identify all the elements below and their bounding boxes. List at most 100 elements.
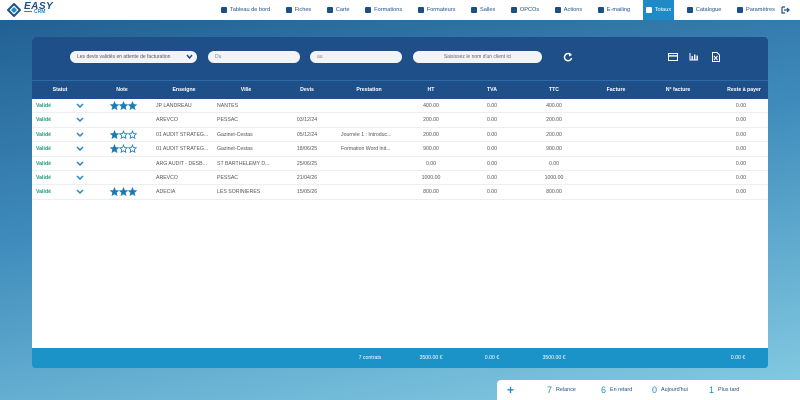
row-toggle[interactable] <box>76 117 84 123</box>
nav-item[interactable]: E-mailing <box>595 0 633 20</box>
nav-item[interactable]: Tableau de bord <box>218 0 273 20</box>
date-to-input[interactable]: au <box>310 51 402 63</box>
cell-enseigne: ADECIA <box>156 189 176 196</box>
card-icon[interactable] <box>668 53 678 61</box>
reminder-label: Aujourd'hui <box>661 387 688 393</box>
cell-tva: 0.00 <box>486 189 498 196</box>
cell-tva: 0.00 <box>486 146 498 153</box>
cell-ttc: 800.00 <box>546 189 562 196</box>
cell-devis: 03/12/24 <box>296 117 318 124</box>
date-from-input[interactable]: Du <box>208 51 300 63</box>
row-toggle[interactable] <box>76 189 84 195</box>
client-search-input[interactable]: Saisissez le nom d'un client ici <box>413 51 542 63</box>
cell-ville: NANTES <box>217 103 239 109</box>
table-row[interactable]: Validé AREVCO PESSAC 03/12/24 200.00 0.00 200.… <box>32 113 768 128</box>
cell-devis: 18/06/25 <box>296 146 318 153</box>
table-row[interactable]: Validé 01 AUDIT STRATEG... Gazinet-Cestas 0… <box>32 128 768 143</box>
row-toggle[interactable] <box>76 103 84 109</box>
logout-icon[interactable] <box>781 6 790 14</box>
cell-devis: 25/06/25 <box>296 160 318 167</box>
chevron <box>76 146 84 152</box>
cell-devis: 05/12/24 <box>296 131 318 138</box>
row-toggle[interactable] <box>76 175 84 181</box>
star-empty <box>127 129 138 139</box>
refresh-icon[interactable] <box>563 52 573 62</box>
cell-enseigne: AREVCO <box>156 117 178 124</box>
cell-reste: 0.00 <box>735 117 746 124</box>
star-filled <box>110 129 120 139</box>
column-header: TVA <box>487 87 497 93</box>
cell-statut: Validé <box>36 146 51 153</box>
nav-item[interactable]: Carte <box>324 0 353 20</box>
footer-contrats: 7 contrats <box>358 355 382 361</box>
chart-icon[interactable] <box>689 52 699 61</box>
logo-sub: CRM <box>34 9 46 15</box>
nav-label: Fiches <box>294 7 312 13</box>
nav-item[interactable]: Formateurs <box>415 0 459 20</box>
reminder-label: En retard <box>610 387 633 393</box>
table-header: Statut Note Enseigne Ville Devis Prestation HT… <box>32 80 768 99</box>
cell-ville: ST BARTHELEMY D... <box>217 160 270 167</box>
cell-reste: 0.00 <box>735 103 746 109</box>
logo-text: EASY <box>24 1 54 12</box>
column-header: HT <box>427 87 435 93</box>
placeholder: Saisissez le nom d'un client ici <box>443 54 512 60</box>
nav-label: Catalogue <box>695 7 722 13</box>
table-row[interactable]: Validé ADECIA LES SORINIERES 15/05/26 800.00… <box>32 185 768 200</box>
cell-statut: Validé <box>36 103 51 109</box>
nav-item[interactable]: OPCOs <box>508 0 542 20</box>
row-toggle[interactable] <box>76 146 84 152</box>
excel-icon[interactable] <box>712 52 720 62</box>
row-toggle[interactable] <box>76 161 84 167</box>
cell-ville: LES SORINIERES <box>217 189 261 196</box>
nav-label: Totaux <box>654 7 672 13</box>
table-row[interactable]: Validé AREVCO PESSAC 21/04/26 1000.00 0.00 100… <box>32 171 768 186</box>
column-header: Facture <box>606 87 626 93</box>
star-empty <box>118 144 129 154</box>
star-filled <box>110 187 120 197</box>
reminder-count: 7 <box>547 385 553 395</box>
nav-item[interactable]: Catalogue <box>684 0 725 20</box>
row-toggle[interactable] <box>76 132 84 138</box>
table-row[interactable]: Validé 01 AUDIT STRATEG... Gazinet-Cestas 1… <box>32 142 768 157</box>
table-row[interactable]: Validé JP LANDREAU NANTES 400.00 0.00 400.00 0… <box>32 99 768 114</box>
nav-item[interactable]: Salles <box>468 0 498 20</box>
status-select[interactable]: Les devis validés en attente de facturat… <box>70 51 197 63</box>
filter-bar: Les devis validés en attente de facturat… <box>32 37 768 80</box>
nav-list: Tableau de bord Fiches Carte Formations Form… <box>218 0 778 20</box>
nav-label: Actions <box>563 7 583 13</box>
cell-reste: 0.00 <box>735 146 746 153</box>
table-row[interactable]: Validé ARG AUDIT - DESB... ST BARTHELEMY D… <box>32 157 768 171</box>
cell-ville: PESSAC <box>217 175 239 181</box>
nav-icon <box>326 7 333 13</box>
star-empty <box>118 129 129 139</box>
cell-ttc: 200.00 <box>546 117 562 124</box>
cell-ht: 400.00 <box>423 103 439 109</box>
nav-item[interactable]: Formations <box>362 0 405 20</box>
nav-item[interactable]: Fiches <box>283 0 314 20</box>
nav-item[interactable]: Totaux <box>642 0 675 20</box>
chevron <box>76 189 84 195</box>
cell-devis: 15/05/26 <box>296 189 318 196</box>
reminder[interactable]: 6 En retard <box>601 380 632 400</box>
reminder[interactable]: 0 Aujourd'hui <box>652 380 688 400</box>
cell-reste: 0.00 <box>735 160 746 167</box>
nav-icon <box>736 7 743 13</box>
nav-label: E-mailing <box>606 7 631 13</box>
nav-item[interactable]: Paramètres <box>734 0 778 20</box>
cell-statut: Validé <box>36 160 51 167</box>
reminder-label: Plus tard <box>718 387 740 393</box>
reminder[interactable]: 7 Relance <box>547 380 576 400</box>
cell-tva: 0.00 <box>486 160 498 167</box>
rating <box>110 129 138 139</box>
reminder[interactable]: 1 Plus tard <box>709 380 739 400</box>
cell-tva: 0.00 <box>486 175 498 181</box>
nav-icon <box>417 7 424 13</box>
column-header: Devis <box>300 87 314 93</box>
add-button[interactable]: + <box>507 383 515 397</box>
nav-item[interactable]: Actions <box>552 0 585 20</box>
rating <box>110 144 138 154</box>
star-empty <box>127 144 138 154</box>
cell-prestation: Journée 1 : Introduc... <box>341 131 392 138</box>
